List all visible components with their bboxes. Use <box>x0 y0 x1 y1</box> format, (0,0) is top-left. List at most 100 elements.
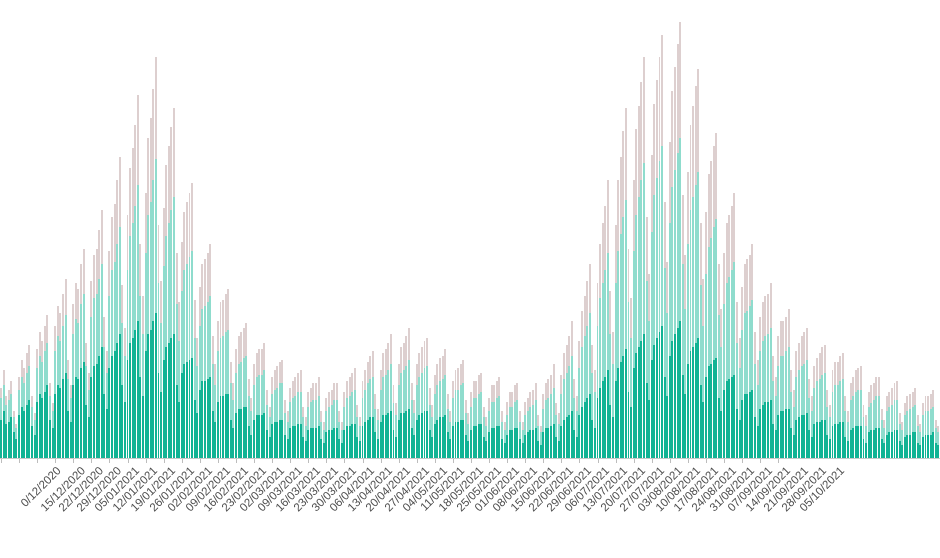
bar-group[interactable] <box>299 370 302 458</box>
bar-group[interactable] <box>617 180 620 458</box>
bar-group[interactable] <box>485 417 488 458</box>
bar-group[interactable] <box>165 165 168 458</box>
bar-group[interactable] <box>80 263 82 458</box>
bar-group[interactable] <box>5 396 8 458</box>
bar-group[interactable] <box>201 263 204 458</box>
bar-group[interactable] <box>741 287 744 458</box>
bar-group[interactable] <box>810 396 813 458</box>
bar-group[interactable] <box>38 332 41 458</box>
bar-group[interactable] <box>655 80 658 458</box>
bar-group[interactable] <box>265 389 268 458</box>
bar-group[interactable] <box>859 366 862 458</box>
bar-group[interactable] <box>451 381 454 458</box>
bar-group[interactable] <box>449 411 452 458</box>
bar-group[interactable] <box>374 393 377 458</box>
bar-group[interactable] <box>624 107 627 458</box>
bar-group[interactable] <box>116 180 119 458</box>
bar-group[interactable] <box>369 355 372 458</box>
bar-group[interactable] <box>284 400 287 458</box>
bar-group[interactable] <box>909 393 911 458</box>
bar-group[interactable] <box>371 351 374 458</box>
bar-group[interactable] <box>531 389 534 458</box>
bar-group[interactable] <box>361 381 364 458</box>
bar-group[interactable] <box>847 411 849 458</box>
bar-group[interactable] <box>464 400 467 458</box>
bar-group[interactable] <box>98 229 101 458</box>
bar-group[interactable] <box>932 389 935 458</box>
bar-group[interactable] <box>493 385 496 458</box>
bar-group[interactable] <box>36 349 39 458</box>
bar-group[interactable] <box>126 214 129 458</box>
bar-group[interactable] <box>382 353 385 458</box>
bar-group[interactable] <box>105 351 108 458</box>
bar-group[interactable] <box>61 293 64 458</box>
bar-group[interactable] <box>596 282 599 458</box>
bar-group[interactable] <box>41 340 44 458</box>
bar-group[interactable] <box>49 383 52 458</box>
bar-group[interactable] <box>785 317 787 458</box>
bar-group[interactable] <box>557 413 560 458</box>
bar-group[interactable] <box>774 376 777 458</box>
bar-group[interactable] <box>526 398 529 458</box>
bar-group[interactable] <box>258 349 261 458</box>
bar-group[interactable] <box>761 302 764 458</box>
bar-group[interactable] <box>813 366 816 458</box>
bar-group[interactable] <box>426 338 429 458</box>
bar-group[interactable] <box>679 22 682 458</box>
bar-group[interactable] <box>338 411 341 458</box>
bar-group[interactable] <box>175 253 178 458</box>
bar-group[interactable] <box>113 203 116 458</box>
bar-group[interactable] <box>268 406 271 458</box>
bar-group[interactable] <box>405 336 408 458</box>
bar-group[interactable] <box>131 148 134 458</box>
bar-group[interactable] <box>573 379 576 458</box>
bar-group[interactable] <box>384 349 387 458</box>
bar-group[interactable] <box>123 327 126 458</box>
bar-group[interactable] <box>100 210 103 458</box>
bar-group[interactable] <box>206 253 209 458</box>
bar-group[interactable] <box>787 308 790 458</box>
bar-group[interactable] <box>330 389 333 458</box>
bar-group[interactable] <box>224 293 227 458</box>
bar-group[interactable] <box>552 364 555 458</box>
bar-group[interactable] <box>684 255 687 458</box>
bar-group[interactable] <box>570 321 573 458</box>
bar-group[interactable] <box>754 332 757 458</box>
bar-group[interactable] <box>562 353 565 458</box>
bar-group[interactable] <box>769 282 772 458</box>
bar-group[interactable] <box>668 141 671 458</box>
bar-group[interactable] <box>472 381 475 458</box>
bar-group[interactable] <box>147 137 150 458</box>
bar-group[interactable] <box>795 351 798 458</box>
bar-group[interactable] <box>103 317 106 458</box>
bar-group[interactable] <box>637 105 640 458</box>
bar-group[interactable] <box>356 404 359 458</box>
bar-group[interactable] <box>519 411 522 458</box>
bar-group[interactable] <box>583 295 586 458</box>
bar-group[interactable] <box>170 127 173 458</box>
bar-group[interactable] <box>818 353 821 458</box>
bar-group[interactable] <box>408 327 410 458</box>
bar-group[interactable] <box>25 353 28 458</box>
bar-group[interactable] <box>240 332 243 458</box>
bar-group[interactable] <box>720 308 723 458</box>
bar-group[interactable] <box>725 223 728 458</box>
bar-group[interactable] <box>436 364 439 458</box>
bar-group[interactable] <box>627 248 630 458</box>
bar-group[interactable] <box>121 285 124 458</box>
bar-group[interactable] <box>302 406 305 458</box>
bar-group[interactable] <box>343 391 346 458</box>
bar-group[interactable] <box>521 421 524 458</box>
bar-group[interactable] <box>431 404 434 458</box>
bar-group[interactable] <box>209 244 212 458</box>
bar-group[interactable] <box>653 103 656 458</box>
bar-group[interactable] <box>415 364 418 458</box>
bar-group[interactable] <box>7 389 10 458</box>
bar-group[interactable] <box>601 223 604 458</box>
bar-group[interactable] <box>144 193 147 458</box>
bar-group[interactable] <box>898 413 901 458</box>
bar-group[interactable] <box>441 355 444 458</box>
bar-group[interactable] <box>333 383 336 458</box>
bar-group[interactable] <box>420 346 423 458</box>
bar-group[interactable] <box>823 344 826 458</box>
